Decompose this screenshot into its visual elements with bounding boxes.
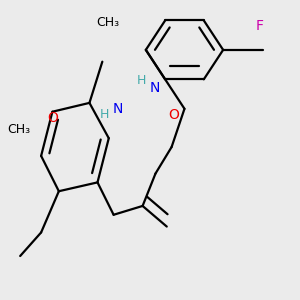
Text: CH₃: CH₃	[96, 16, 119, 29]
Text: N: N	[150, 81, 160, 95]
Text: CH₃: CH₃	[8, 123, 31, 136]
Text: H: H	[137, 74, 146, 87]
Text: N: N	[112, 102, 123, 116]
Text: O: O	[47, 111, 58, 124]
Text: F: F	[255, 19, 263, 33]
Text: H: H	[99, 108, 109, 121]
Text: O: O	[168, 108, 179, 122]
